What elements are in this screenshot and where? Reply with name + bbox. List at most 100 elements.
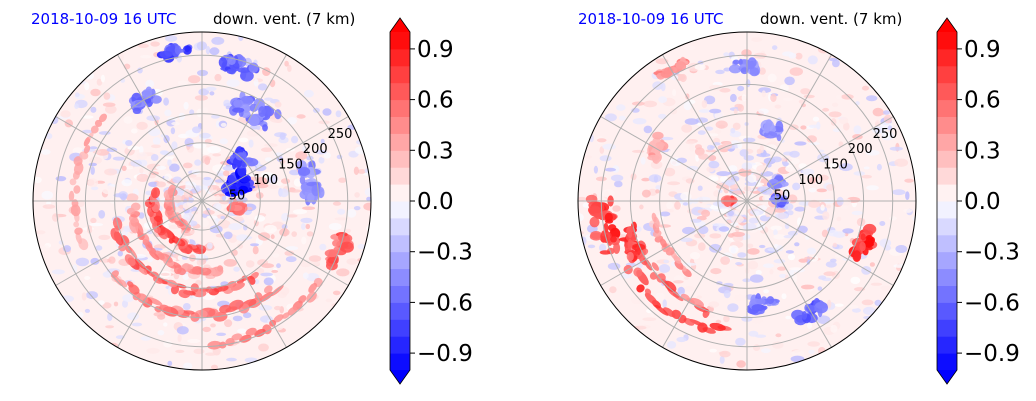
field-speckle [834,254,841,258]
field-speckle [866,95,878,102]
field-speckle [223,231,233,240]
colorbar-segment [937,285,957,303]
field-speckle [655,292,665,301]
field-speckle [619,240,626,247]
range-ring-label-150: 150 [278,158,303,173]
field-speckle [237,243,244,249]
field-speckle [280,178,291,184]
panel-left: 2018-10-09 16 UTC down. vent. (7 km) 50 1… [31,10,473,385]
field-speckle [185,182,193,191]
field-speckle [779,273,787,278]
field-speckle [787,253,796,261]
field-speckle [334,217,348,221]
field-speckle [159,150,169,155]
colorbar-segment [390,48,410,67]
field-speckle [77,311,84,318]
field-speckle [157,314,166,320]
field-speckle [839,163,853,172]
field-speckle [264,157,273,162]
field-arc-cell [90,125,99,134]
colorbar-segment [937,116,957,134]
colorbar-segment [390,133,410,151]
field-speckle [252,246,259,255]
field-speckle [599,243,607,252]
field-speckle [356,139,369,145]
field-arc-cell [130,202,141,212]
field-speckle [232,216,244,222]
field-speckle [838,116,849,125]
field-arc-cell [644,292,658,306]
field-arc-cell [152,277,163,284]
field-arc-cell [83,145,91,154]
range-ring-label-250: 250 [328,127,353,142]
field-speckle [870,282,883,286]
colorbar-segment [390,32,410,50]
field-speckle [894,158,909,167]
field-speckle [781,293,787,300]
field-speckle [807,55,818,65]
field-speckle [74,103,79,109]
field-speckle [712,223,726,227]
field-blob-cell [599,250,612,255]
field-speckle [775,333,782,338]
colorbar-segment [937,65,957,84]
field-speckle [800,125,807,130]
field-blob-cell [763,122,771,134]
field-speckle [272,253,280,258]
field-speckle [205,86,217,91]
field-speckle [237,328,247,334]
colorbar-segment [390,268,410,286]
colorbar-segment [937,99,957,117]
field-speckle [758,108,769,114]
colorbar-segment [937,319,957,337]
field-speckle [196,108,203,118]
field-speckle [614,180,623,188]
field-blob-cell [627,229,633,238]
field-speckle [642,317,657,322]
field-speckle [708,301,720,308]
field-blob-cell [608,224,617,232]
field-speckle [105,325,114,329]
field-speckle [794,206,806,212]
radial-spoke-210 [117,200,203,348]
field-speckle [117,250,124,257]
field-arc-cell [219,304,232,314]
field-blob-cell [588,205,601,215]
field-speckle [789,67,803,76]
field-speckle [148,128,161,137]
polar-boundary [32,31,372,371]
colorbar-segment [390,150,410,168]
colorbar-tick-label: 0.3 [417,138,454,164]
field-speckle [243,312,252,319]
colorbar-segment [937,184,957,202]
field-speckle [674,201,681,210]
field-arc-cell [651,262,660,271]
field-speckle [189,254,196,262]
field-speckle [113,301,119,307]
field-speckle [780,157,787,162]
field-speckle [210,323,216,328]
field-arc-cell [308,282,318,293]
field-speckle [818,275,827,280]
field-speckle [672,89,677,97]
field-speckle [95,245,103,251]
panel-left-title: down. vent. (7 km) [213,10,355,28]
field-speckle [666,352,673,356]
field-speckle [848,304,859,309]
field-speckle [279,228,290,237]
field-speckle [684,276,689,280]
colorbar-segment [937,150,957,168]
field-speckle [773,234,786,240]
field-speckle [808,124,820,128]
field-speckle [276,263,281,269]
field-speckle [879,238,892,248]
field-speckle [147,257,153,263]
field-speckle [248,139,254,148]
field-speckle [718,124,726,129]
field-blob-cell [248,62,259,73]
field-speckle [715,69,725,75]
field-blob-cell [590,231,602,239]
colorbar-segment [390,353,410,371]
field-speckle [90,257,100,265]
field-speckle [709,145,716,149]
